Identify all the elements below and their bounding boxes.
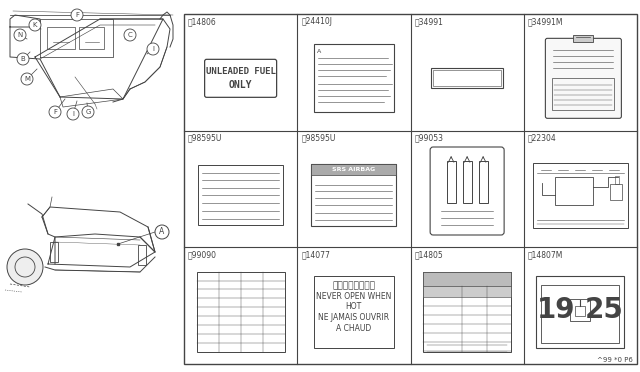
Text: I: I: [72, 111, 74, 117]
Text: NEVER OPEN WHEN: NEVER OPEN WHEN: [316, 292, 392, 301]
Circle shape: [82, 106, 94, 118]
Bar: [423, 272, 511, 286]
Text: 25: 25: [585, 296, 624, 324]
Bar: [312, 164, 396, 226]
Bar: [479, 161, 488, 203]
Bar: [312, 164, 396, 175]
Text: G: G: [85, 109, 91, 115]
Bar: [573, 35, 593, 42]
FancyBboxPatch shape: [545, 38, 621, 118]
Text: UNLEADED FUEL: UNLEADED FUEL: [205, 67, 276, 76]
Text: Ⓓ34991M: Ⓓ34991M: [528, 17, 563, 26]
Text: HOT: HOT: [346, 302, 362, 311]
Circle shape: [21, 73, 33, 85]
Circle shape: [14, 29, 26, 41]
Bar: [314, 276, 394, 348]
Bar: [433, 70, 501, 86]
Bar: [575, 306, 586, 316]
Circle shape: [124, 29, 136, 41]
Circle shape: [155, 225, 169, 239]
Bar: [616, 176, 620, 184]
Text: M: M: [24, 76, 30, 82]
Text: Ⓚ14077: Ⓚ14077: [301, 250, 330, 259]
Bar: [463, 161, 472, 203]
Bar: [50, 242, 58, 262]
Text: Ⓖ99053: Ⓖ99053: [415, 134, 444, 143]
Bar: [552, 78, 614, 110]
Bar: [184, 14, 637, 364]
Text: F: F: [53, 109, 57, 115]
Text: N: N: [17, 32, 22, 38]
Bar: [47, 27, 75, 49]
Bar: [533, 163, 628, 228]
Bar: [138, 245, 146, 265]
Text: SRS AIRBAG: SRS AIRBAG: [332, 167, 376, 172]
Text: I: I: [152, 46, 154, 52]
Text: 19: 19: [537, 296, 575, 324]
Bar: [314, 44, 394, 112]
Text: A: A: [159, 228, 164, 237]
Bar: [447, 161, 456, 203]
Text: B: B: [20, 56, 26, 62]
Circle shape: [17, 53, 29, 65]
Circle shape: [67, 108, 79, 120]
Text: Ⓐ14806: Ⓐ14806: [188, 17, 217, 26]
Text: F: F: [75, 12, 79, 18]
Bar: [198, 165, 283, 225]
Circle shape: [147, 43, 159, 55]
Circle shape: [7, 249, 43, 285]
Text: NE JAMAIS OUVRIR: NE JAMAIS OUVRIR: [318, 313, 389, 322]
Bar: [423, 286, 511, 296]
Circle shape: [71, 9, 83, 21]
Bar: [556, 177, 593, 205]
Text: C: C: [127, 32, 132, 38]
Text: Ⓜ22304: Ⓜ22304: [528, 134, 557, 143]
Circle shape: [49, 106, 61, 118]
Text: Ⓔ98595U: Ⓔ98595U: [188, 134, 222, 143]
Text: Ⓘ99090: Ⓘ99090: [188, 250, 217, 259]
Bar: [196, 272, 285, 352]
Text: A CHAUD: A CHAUD: [336, 324, 371, 333]
Bar: [541, 285, 620, 343]
Text: ^99 *0 P6: ^99 *0 P6: [597, 357, 633, 363]
Text: Ⓐ14807M: Ⓐ14807M: [528, 250, 563, 259]
Text: ONLY: ONLY: [229, 80, 252, 90]
Bar: [423, 272, 511, 352]
Text: Ⓛ14805: Ⓛ14805: [415, 250, 444, 259]
Text: Ⓒ34991: Ⓒ34991: [415, 17, 444, 26]
Bar: [570, 299, 590, 321]
Text: 警い。あけるな。: 警い。あけるな。: [332, 281, 376, 290]
Circle shape: [29, 19, 41, 31]
Text: Ⓕ98595U: Ⓕ98595U: [301, 134, 335, 143]
Text: A: A: [317, 49, 321, 54]
Bar: [536, 276, 625, 348]
Bar: [431, 68, 503, 88]
Text: K: K: [33, 22, 37, 28]
Text: Ⓑ24410J: Ⓑ24410J: [301, 17, 332, 26]
Bar: [611, 184, 622, 200]
Bar: [79, 27, 104, 49]
